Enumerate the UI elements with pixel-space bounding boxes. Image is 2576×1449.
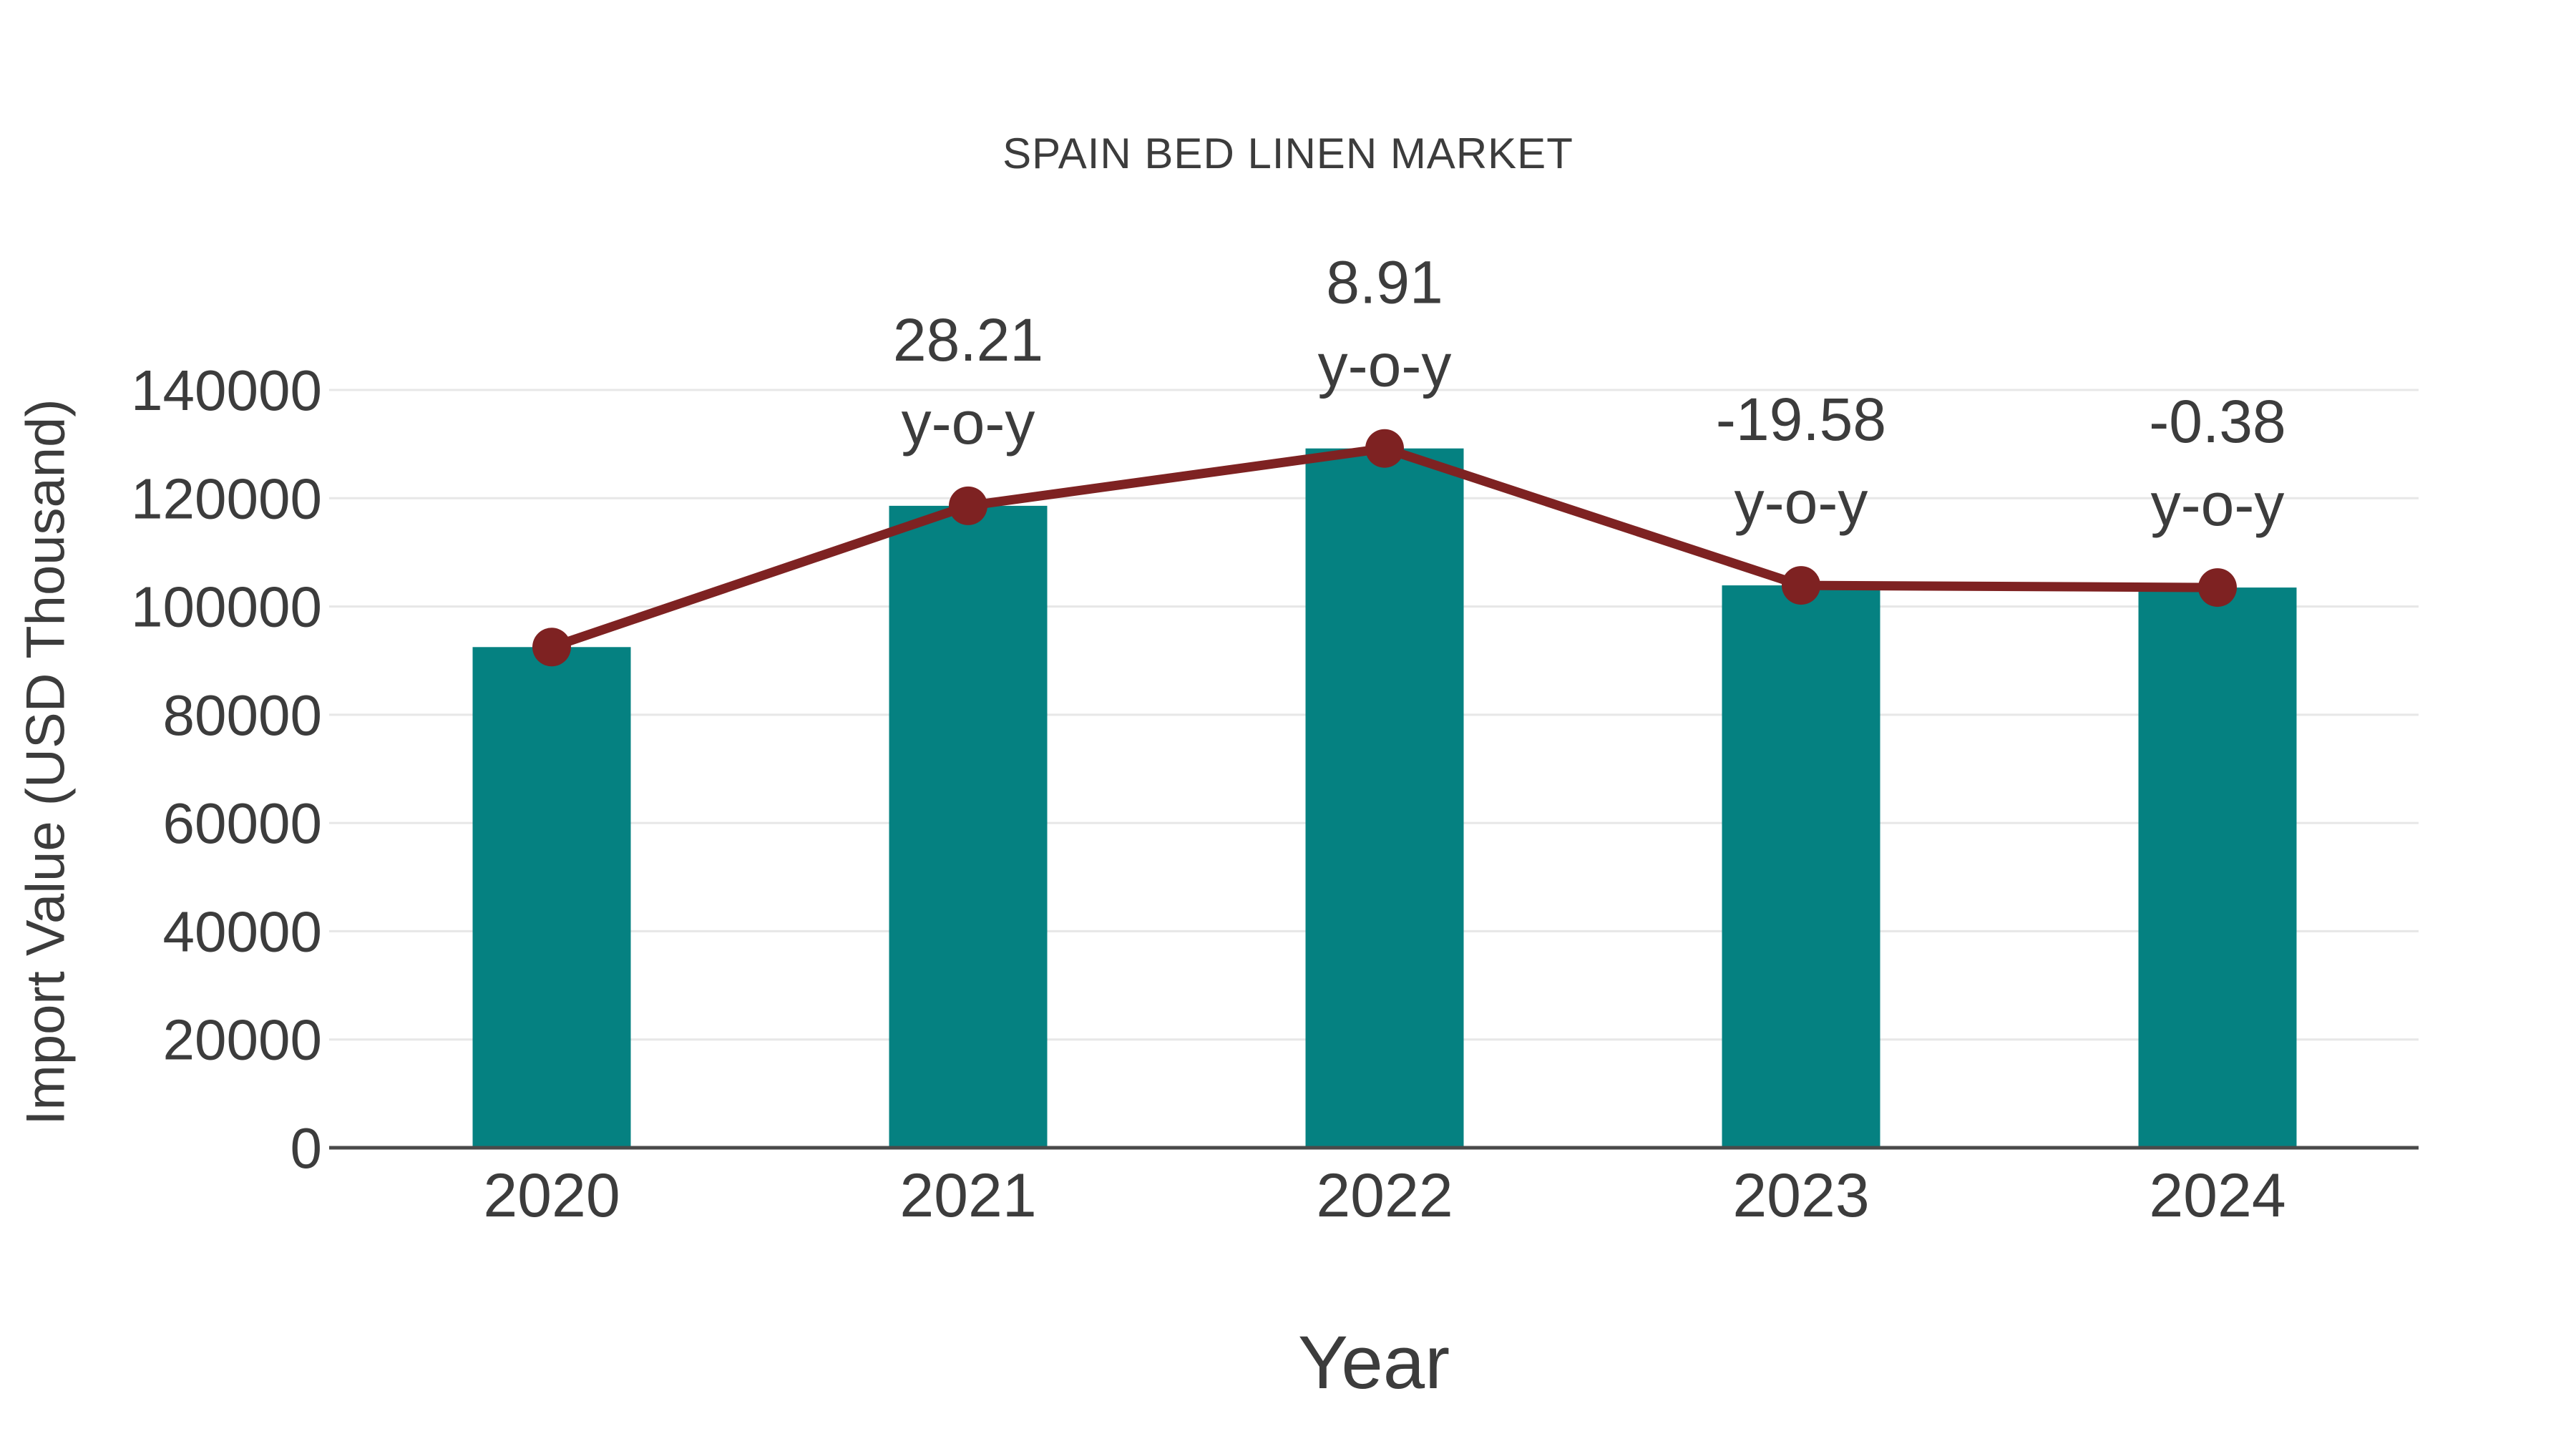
chart-title: SPAIN BED LINEN MARKET bbox=[1002, 130, 1574, 177]
x-tick-label: 2023 bbox=[1732, 1161, 1869, 1230]
data-point-marker-2024 bbox=[2198, 568, 2237, 608]
bar-2023 bbox=[1722, 585, 1880, 1148]
data-point-marker-2020 bbox=[532, 628, 571, 667]
annotation-unit: y-o-y bbox=[1318, 332, 1452, 399]
y-tick-label: 80000 bbox=[163, 683, 322, 747]
data-point-marker-2022 bbox=[1365, 429, 1404, 468]
x-axis-title: Year bbox=[1297, 1321, 1450, 1405]
annotation-value: 28.21 bbox=[893, 306, 1043, 374]
bar-2024 bbox=[2138, 587, 2297, 1148]
y-tick-label: 40000 bbox=[163, 899, 322, 963]
y-tick-label: 60000 bbox=[163, 791, 322, 855]
bar-2021 bbox=[889, 505, 1048, 1148]
y-tick-label: 100000 bbox=[131, 575, 322, 639]
data-point-marker-2023 bbox=[1782, 566, 1820, 605]
y-tick-label: 120000 bbox=[131, 467, 322, 530]
x-tick-label: 2020 bbox=[483, 1161, 620, 1230]
x-tick-label: 2022 bbox=[1316, 1161, 1453, 1230]
annotation-value: -0.38 bbox=[2149, 388, 2285, 455]
annotation-unit: y-o-y bbox=[902, 389, 1035, 457]
y-tick-label: 0 bbox=[291, 1116, 323, 1180]
x-tick-label: 2024 bbox=[2149, 1161, 2285, 1230]
y-tick-label: 20000 bbox=[163, 1008, 322, 1072]
y-tick-label: 140000 bbox=[131, 358, 322, 422]
x-tick-label: 2021 bbox=[899, 1161, 1036, 1230]
annotation-value: 8.91 bbox=[1326, 249, 1443, 316]
annotation-unit: y-o-y bbox=[2151, 471, 2285, 538]
bar-2020 bbox=[472, 647, 631, 1148]
annotation-unit: y-o-y bbox=[1735, 469, 1868, 536]
bar-2022 bbox=[1305, 448, 1464, 1148]
data-point-marker-2021 bbox=[949, 486, 987, 525]
annotation-value: -19.58 bbox=[1716, 386, 1886, 453]
